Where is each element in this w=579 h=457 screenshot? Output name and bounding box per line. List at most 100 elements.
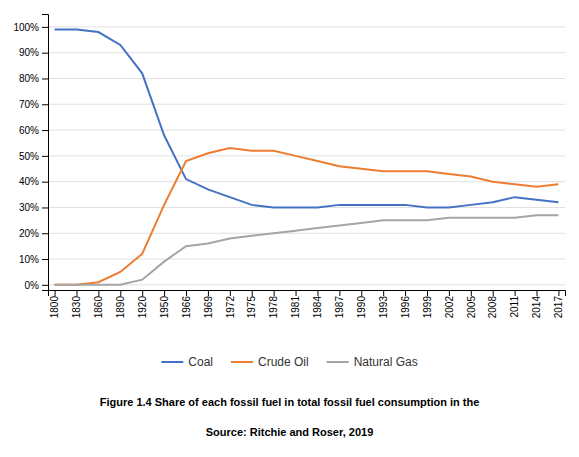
y-tick-label: 60% (19, 125, 39, 136)
x-tick-mark (252, 290, 253, 296)
x-tick-mark (493, 290, 494, 296)
x-tick-mark (296, 290, 297, 296)
x-tick: 2005 (466, 290, 477, 318)
x-tick: 1920 (137, 290, 148, 318)
y-tick: 10% (19, 254, 48, 265)
x-tick-mark (186, 290, 187, 296)
x-tick: 1984 (312, 290, 323, 318)
y-tick: 90% (19, 47, 48, 58)
y-axis-line (42, 15, 49, 291)
x-tick-mark (317, 290, 318, 296)
x-tick-label: 1999 (422, 296, 433, 319)
x-tick-mark (515, 290, 516, 296)
x-tick-mark (274, 290, 275, 296)
x-tick-label: 1860 (93, 296, 104, 319)
legend-label: Coal (188, 355, 213, 369)
legend-label: Crude Oil (258, 355, 309, 369)
y-tick: 0% (25, 280, 48, 291)
x-tick-label: 1950 (159, 296, 170, 319)
x-tick-mark (55, 290, 56, 296)
grid-line (48, 104, 565, 105)
series-line (55, 215, 559, 285)
x-tick-mark (120, 290, 121, 296)
y-tick-mark (42, 53, 48, 54)
x-tick-label: 1890 (115, 296, 126, 319)
x-tick: 1890 (115, 290, 126, 318)
x-tick: 1978 (268, 290, 279, 318)
caption: Source: Ritchie and Roser, 2019 (206, 426, 374, 438)
chart: 0%10%20%30%40%50%60%70%80%90%100%1800183… (0, 0, 579, 457)
caption: Figure 1.4 Share of each fossil fuel in … (100, 396, 480, 408)
x-tick-mark (558, 290, 559, 296)
x-tick: 1860 (93, 290, 104, 318)
y-tick-mark (42, 78, 48, 79)
y-tick: 100% (13, 22, 48, 33)
x-tick: 2008 (487, 290, 498, 318)
x-tick-label: 1800 (49, 296, 60, 319)
y-tick-mark (42, 156, 48, 157)
legend-label: Natural Gas (354, 355, 418, 369)
x-axis: 1800 1830 1860 1890 1920 1950 1966 1969 1972 1975… (49, 290, 566, 318)
x-tick-mark (537, 290, 538, 296)
x-tick-mark (142, 290, 143, 296)
y-tick-label: 70% (19, 99, 39, 110)
x-tick-label: 2017 (553, 296, 564, 319)
grid-line (48, 130, 565, 131)
x-tick-mark (471, 290, 472, 296)
y-tick-mark (42, 233, 48, 234)
x-tick-label: 2005 (466, 296, 477, 319)
y-tick-mark (42, 130, 48, 131)
y-tick-label: 10% (19, 254, 39, 265)
legend-item: Crude Oil (231, 355, 309, 369)
y-tick-label: 80% (19, 73, 39, 84)
grid-line (48, 26, 565, 27)
x-tick-mark (230, 290, 231, 296)
x-tick-label: 1990 (356, 296, 367, 319)
x-tick-mark (98, 290, 99, 296)
legend-item: Natural Gas (327, 355, 418, 369)
y-tick-mark (42, 104, 48, 105)
y-tick-mark (42, 259, 48, 260)
x-tick: 1969 (203, 290, 214, 318)
series-line (55, 148, 559, 285)
x-tick-mark (361, 290, 362, 296)
x-tick: 1830 (71, 290, 82, 318)
legend: Coal Crude Oil Natural Gas (161, 355, 417, 369)
y-tick-mark (42, 207, 48, 208)
x-tick: 1990 (356, 290, 367, 318)
y-tick-label: 50% (19, 151, 39, 162)
grid-line (48, 233, 565, 234)
x-tick-label: 1975 (246, 296, 257, 319)
x-tick: 1996 (400, 290, 411, 318)
y-tick-label: 90% (19, 47, 39, 58)
x-tick: 1966 (181, 290, 192, 318)
x-tick-mark (449, 290, 450, 296)
x-tick: 2014 (531, 290, 542, 318)
x-tick: 1987 (334, 290, 345, 318)
x-tick-mark (76, 290, 77, 296)
grid (48, 27, 565, 285)
x-tick: 2011 (509, 290, 520, 318)
x-tick: 2017 (553, 290, 564, 318)
x-tick-mark (383, 290, 384, 296)
grid-line (48, 78, 565, 79)
x-tick-label: 1830 (71, 296, 82, 319)
y-tick: 70% (19, 99, 48, 110)
x-tick: 1950 (159, 290, 170, 318)
x-tick-label: 2002 (444, 296, 455, 319)
x-tick-label: 1984 (312, 296, 323, 319)
y-tick: 80% (19, 73, 48, 84)
x-tick: 1999 (422, 290, 433, 318)
y-tick: 50% (19, 151, 48, 162)
y-tick-label: 20% (19, 228, 39, 239)
x-tick: 1975 (246, 290, 257, 318)
x-tick-label: 1920 (137, 296, 148, 319)
x-tick: 1981 (290, 290, 301, 318)
x-tick-mark (339, 290, 340, 296)
plot: 0%10%20%30%40%50%60%70%80%90%100%1800183… (13, 15, 565, 319)
y-tick-label: 40% (19, 176, 39, 187)
x-tick-mark (208, 290, 209, 296)
y-tick-label: 100% (13, 22, 39, 33)
x-tick-label: 1987 (334, 296, 345, 319)
x-tick: 1972 (225, 290, 236, 318)
